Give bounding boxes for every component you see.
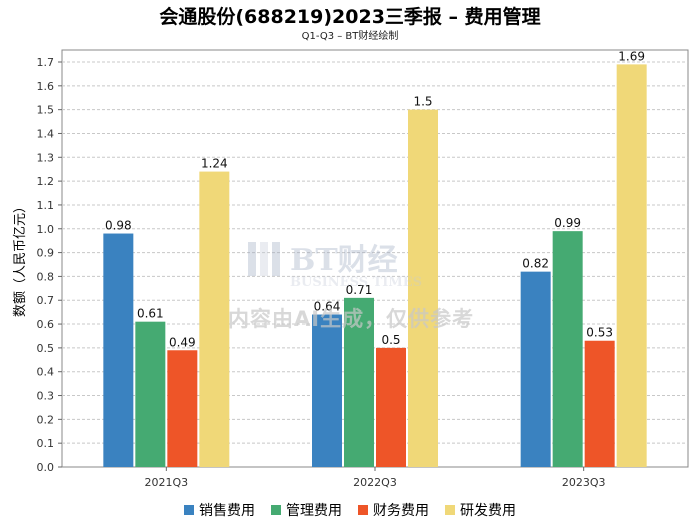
data-label: 0.99 [554, 216, 581, 230]
legend-label: 财务费用 [373, 503, 429, 519]
legend-item: 销售费用 [184, 500, 255, 520]
bar [103, 233, 134, 467]
data-label: 1.69 [618, 49, 645, 63]
data-label: 0.61 [137, 307, 164, 321]
y-axis-label: 数额（人民币亿元） [13, 200, 28, 317]
legend-swatch [184, 505, 194, 515]
x-tick-label: 2022Q3 [353, 476, 397, 489]
legend-item: 财务费用 [358, 500, 429, 520]
bar [344, 297, 374, 467]
y-tick-label: 1.1 [37, 199, 55, 212]
x-tick-label: 2021Q3 [145, 476, 189, 489]
y-tick-label: 0.1 [37, 437, 55, 450]
bar [616, 64, 647, 467]
svg-text:BT财经: BT财经 [290, 243, 398, 278]
bar [135, 321, 166, 467]
legend-swatch [445, 505, 455, 515]
y-tick-label: 0.6 [37, 318, 55, 331]
y-tick-label: 0.3 [37, 390, 55, 403]
data-label: 0.82 [522, 257, 549, 271]
y-tick-label: 1.2 [37, 175, 55, 188]
y-tick-label: 1.4 [37, 127, 55, 140]
legend-label: 销售费用 [199, 503, 255, 519]
data-label: 1.5 [413, 95, 432, 109]
y-tick-label: 1.3 [37, 151, 55, 164]
data-label: 0.5 [381, 333, 400, 347]
y-tick-label: 1.5 [37, 104, 55, 117]
plot-area [61, 49, 689, 468]
y-tick-label: 0.2 [37, 413, 55, 426]
legend-item: 管理费用 [271, 500, 342, 520]
x-tick-label: 2023Q3 [562, 476, 606, 489]
data-label: 1.24 [201, 157, 228, 171]
bar [199, 171, 230, 467]
legend-label: 研发费用 [460, 503, 516, 519]
watermark-text: 内容由AI生成，仅供参考 [228, 307, 475, 331]
legend-item: 研发费用 [445, 500, 516, 520]
chart-subtitle: Q1-Q3 – BT财经绘制 [301, 31, 399, 42]
bar [376, 347, 406, 467]
y-tick-label: 1.7 [37, 56, 55, 69]
y-tick-label: 1.6 [37, 80, 55, 93]
y-tick-label: 0.4 [37, 366, 55, 379]
data-label: 0.64 [314, 300, 341, 314]
y-tick-label: 1.0 [37, 223, 55, 236]
bar [167, 350, 198, 467]
y-tick-label: 0.7 [37, 294, 55, 307]
bar [408, 109, 438, 467]
y-tick-label: 0.8 [37, 270, 55, 283]
legend-swatch [358, 505, 368, 515]
svg-text:BUSINESS TIMES: BUSINESS TIMES [290, 275, 422, 288]
bar [520, 271, 551, 467]
chart-title: 会通股份(688219)2023三季报 – 费用管理 [159, 6, 541, 28]
bar [552, 231, 583, 467]
bar [584, 340, 615, 467]
data-label: 0.49 [169, 335, 196, 349]
data-label: 0.53 [586, 326, 613, 340]
bar [312, 314, 342, 467]
legend: 销售费用 管理费用 财务费用 研发费用 [0, 500, 700, 520]
y-tick-label: 0.9 [37, 247, 55, 260]
legend-swatch [271, 505, 281, 515]
bar-chart: 0.0 0.1 0.2 0.3 0.4 0.5 0.6 0.7 0.8 0.9 1.0 1.1 1.2 1… [13, 49, 689, 489]
legend-label: 管理费用 [286, 503, 342, 519]
watermark-logo: BT财经 BUSINESS TIMES [248, 242, 422, 288]
data-label: 0.98 [105, 219, 132, 233]
y-tick-label: 0.0 [37, 461, 55, 474]
data-label: 0.71 [346, 283, 373, 297]
y-tick-label: 0.5 [37, 342, 55, 355]
